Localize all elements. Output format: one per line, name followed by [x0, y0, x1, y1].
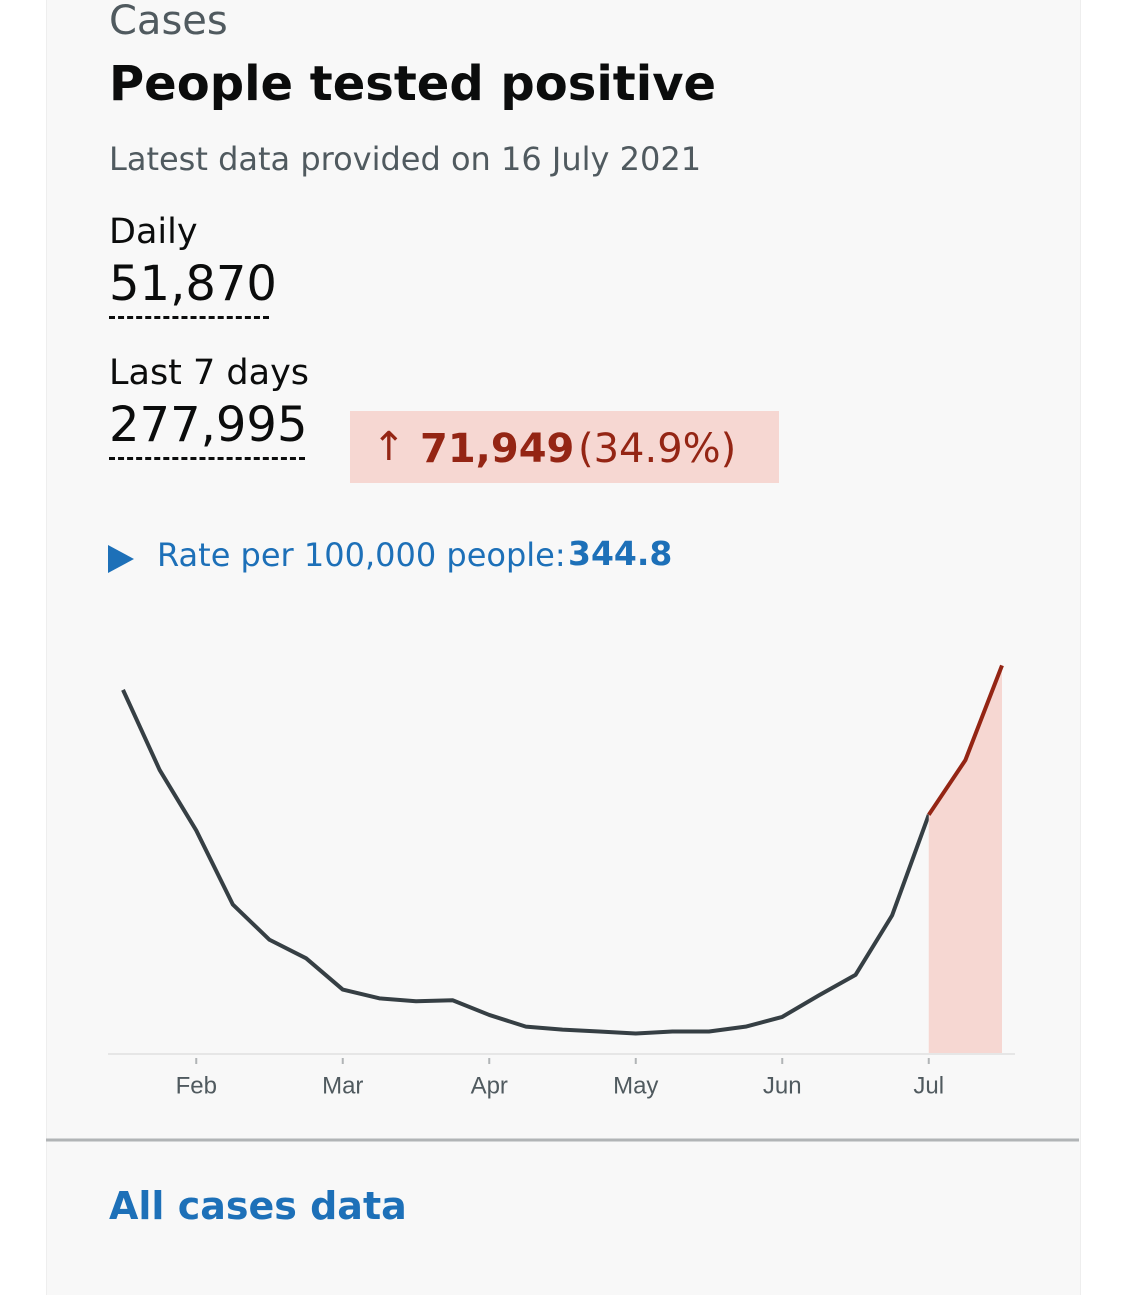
- week-value[interactable]: 277,995: [109, 397, 308, 460]
- data-line: [121, 689, 931, 1036]
- highlight-area: [928, 665, 1002, 1053]
- data-line: [927, 664, 1004, 816]
- change-percent: (34.9%): [578, 426, 737, 472]
- subtitle: Latest data provided on 16 July 2021: [109, 140, 702, 178]
- card: [46, 0, 1081, 1295]
- x-tick-label: May: [613, 1072, 658, 1099]
- caption: Cases: [109, 0, 228, 44]
- week-label: Last 7 days: [109, 353, 310, 393]
- daily-label: Daily: [109, 212, 198, 252]
- rate-label[interactable]: Rate per 100,000 people:: [157, 536, 566, 574]
- daily-value[interactable]: 51,870: [109, 256, 277, 319]
- expand-icon[interactable]: [108, 545, 134, 573]
- x-tick-label: Mar: [322, 1072, 363, 1099]
- x-tick-label: Jul: [913, 1072, 944, 1099]
- x-tick-label: Jun: [763, 1072, 802, 1099]
- change-value: 71,949: [420, 426, 575, 472]
- rate-value[interactable]: 344.8: [568, 534, 673, 573]
- title: People tested positive: [109, 56, 717, 112]
- x-tick-label: Apr: [471, 1072, 508, 1099]
- change-arrow: ↑: [372, 424, 406, 470]
- x-tick-label: Feb: [176, 1072, 217, 1099]
- change-box: [350, 411, 779, 483]
- all-cases-link[interactable]: All cases data: [109, 1184, 407, 1228]
